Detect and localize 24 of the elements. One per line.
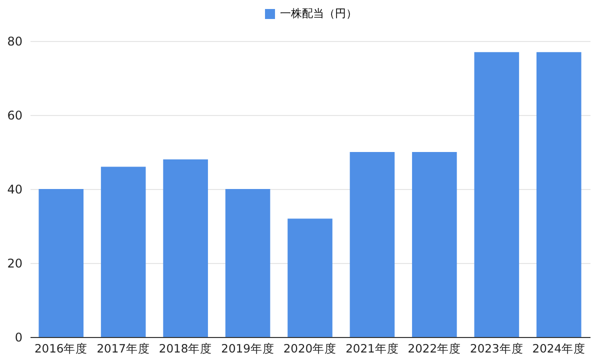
x-tick-label: 2023年度	[470, 342, 524, 356]
y-tick-label: 20	[7, 256, 22, 270]
x-tick-label: 2019年度	[221, 342, 274, 356]
y-tick-label: 60	[7, 108, 22, 122]
bar	[38, 189, 84, 337]
bar	[163, 159, 208, 337]
y-tick-label: 40	[7, 182, 22, 196]
x-tick-label: 2017年度	[96, 342, 150, 356]
bar	[536, 52, 582, 337]
x-tick-label: 2022年度	[408, 342, 462, 356]
bar	[288, 218, 332, 337]
legend-label: 一株配当（円）	[280, 7, 357, 20]
x-tick-label: 2024年度	[532, 342, 586, 356]
x-tick-label: 2021年度	[346, 342, 399, 356]
y-tick-label: 0	[14, 330, 22, 344]
x-tick-label: 2016年度	[34, 342, 88, 356]
bar	[100, 166, 146, 337]
bar	[412, 152, 457, 337]
bar	[474, 52, 520, 337]
y-tick-label: 80	[7, 34, 22, 48]
bar	[350, 152, 395, 337]
bar	[225, 189, 270, 337]
x-tick-label: 2020年度	[283, 342, 337, 356]
x-tick-label: 2018年度	[158, 342, 212, 356]
